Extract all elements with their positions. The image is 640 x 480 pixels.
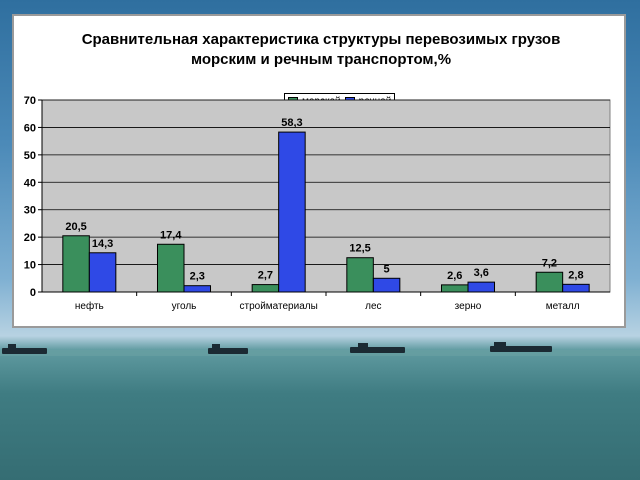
data-label: 58,3 — [281, 117, 302, 129]
bar-chart: 0 10 20 30 40 50 60 70 20,5 14,3 нефть 17,4 2,3 уголь… — [24, 95, 611, 312]
bar-river — [278, 131, 306, 293]
y-tick-label: 10 — [24, 260, 36, 272]
bar-river — [183, 285, 212, 293]
x-tick-label: зерно — [455, 301, 482, 312]
bar-sea — [440, 284, 469, 293]
ship-2 — [208, 344, 248, 354]
y-tick-label: 70 — [24, 95, 36, 107]
data-label: 14,3 — [92, 238, 113, 250]
chart-title: Сравнительная характеристика структуры п… — [14, 30, 628, 70]
data-label: 5 — [384, 263, 390, 275]
y-tick-label: 60 — [24, 122, 36, 134]
y-tick-label: 50 — [24, 150, 36, 162]
bar-river — [562, 283, 590, 293]
y-tick-label: 40 — [24, 177, 36, 189]
data-label: 2,7 — [258, 270, 273, 282]
bar-river — [88, 252, 117, 293]
bar-sea — [346, 257, 374, 293]
data-label: 3,6 — [474, 267, 489, 279]
bar-river — [467, 281, 496, 293]
horizon-line — [0, 350, 640, 356]
bar-sea — [62, 235, 90, 293]
y-tick-label: 30 — [24, 205, 36, 217]
y-tick-label: 0 — [30, 287, 36, 299]
x-tick-label: нефть — [75, 300, 104, 312]
x-tick-label: лес — [365, 301, 381, 312]
x-tick-label: уголь — [172, 301, 197, 312]
bar-sea — [251, 284, 280, 293]
data-label: 2,6 — [447, 270, 462, 282]
data-label: 12,5 — [349, 243, 370, 255]
plot-area — [41, 99, 611, 293]
data-label: 17,4 — [160, 229, 182, 241]
ship-1 — [2, 344, 47, 354]
data-label: 7,2 — [542, 257, 557, 269]
x-tick-label: металл — [546, 301, 580, 312]
ship-3 — [350, 343, 405, 353]
bar-sea — [156, 243, 185, 293]
data-label: 20,5 — [65, 221, 86, 233]
ship-4 — [490, 342, 552, 352]
bar-sea — [535, 271, 564, 293]
y-tick-label: 20 — [24, 232, 36, 244]
data-label: 2,3 — [190, 271, 205, 283]
chart-title-line-1: Сравнительная характеристика структуры п… — [81, 31, 561, 48]
bar-river — [372, 277, 401, 293]
x-tick-label: стройматериалы — [240, 301, 318, 312]
data-label: 2,8 — [568, 269, 583, 281]
chart-title-line-2: морским и речным транспортом,% — [190, 51, 452, 68]
chart-panel: Сравнительная характеристика структуры п… — [12, 14, 626, 328]
